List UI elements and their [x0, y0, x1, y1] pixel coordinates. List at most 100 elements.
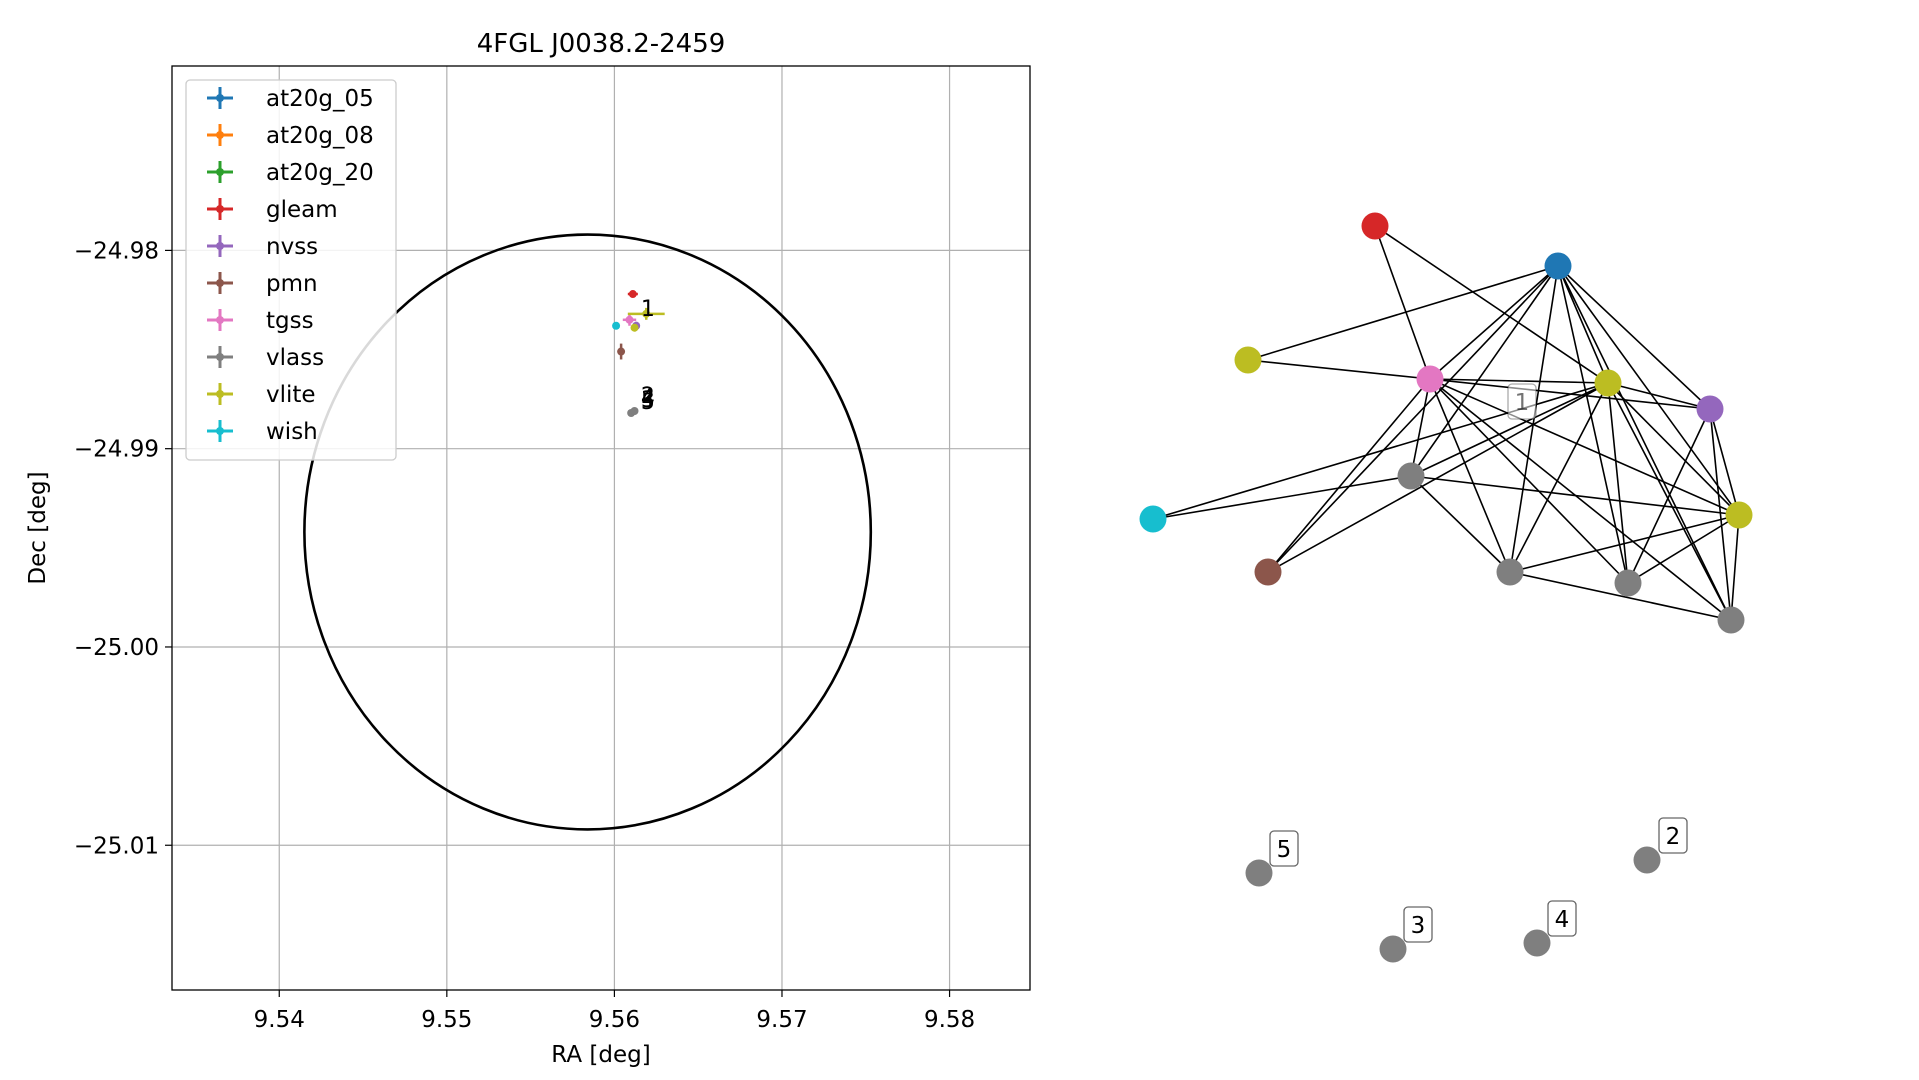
point-tgss: [622, 313, 637, 326]
y-tick-label: −25.00: [74, 635, 159, 661]
network-edge: [1557, 265, 1711, 410]
data-points: [612, 290, 665, 417]
legend-entry: gleam: [207, 197, 338, 223]
legend-entry: at20g_05: [207, 86, 374, 112]
plot-title: 4FGL J0038.2-2459: [477, 29, 726, 59]
network-node-at20g: [1544, 252, 1572, 280]
network-edge: [1509, 571, 1732, 621]
annotation-label: 1: [641, 297, 655, 322]
network-edge: [1557, 265, 1732, 621]
network-edge: [1374, 225, 1609, 384]
legend-entry: wish: [207, 419, 318, 445]
network-edge: [1627, 514, 1740, 584]
network-node-label: 4: [1547, 900, 1577, 937]
network-edges: [1152, 225, 1740, 621]
network-node-label: 3: [1403, 906, 1433, 943]
network-node-gleam: [1361, 212, 1389, 240]
legend-entry: vlite: [207, 382, 316, 408]
label-text: 5: [1277, 837, 1292, 863]
y-tick-label: −24.99: [74, 437, 159, 463]
legend-label: at20g_05: [266, 86, 374, 112]
network-node-vlass_b: [1496, 558, 1524, 586]
network-node-label: 5: [1269, 830, 1299, 867]
legend-entry: tgss: [207, 308, 314, 334]
network-edge: [1429, 265, 1559, 380]
x-ticks: 9.54 9.55 9.56 9.57 9.58: [254, 990, 975, 1033]
network-node-vlass_c: [1614, 569, 1642, 597]
network-node-iso5: [1245, 859, 1273, 887]
legend-entry: at20g_08: [207, 123, 374, 149]
network-edge: [1410, 378, 1431, 477]
network-edge: [1247, 359, 1431, 380]
error-circle: [303, 233, 873, 831]
label-text: 3: [1411, 913, 1426, 939]
annotation-label: 2: [641, 384, 655, 409]
network-edge: [1410, 475, 1740, 516]
legend-entry: nvss: [207, 234, 318, 260]
network-edge: [1429, 378, 1511, 573]
network-edge: [1267, 265, 1559, 573]
label-text: 1: [1515, 390, 1530, 416]
point-pmn: [617, 343, 626, 360]
network-edge: [1709, 408, 1740, 516]
network-edge: [1509, 382, 1609, 573]
annotation-label: 4: [641, 386, 655, 411]
network-node-vlite_b: [1594, 369, 1622, 397]
match-network-graph: 1 2 3 4 5: [1139, 212, 1753, 963]
label-text: 2: [1666, 824, 1681, 850]
legend-label: vlite: [266, 382, 316, 408]
annotation-label: 3: [641, 388, 655, 413]
x-tick-label: 9.56: [589, 1007, 640, 1033]
network-node-vlite_a: [1234, 346, 1262, 374]
y-tick-label: −24.98: [74, 238, 159, 264]
network-edge: [1410, 382, 1609, 477]
network-edge: [1429, 378, 1609, 384]
legend-label: gleam: [266, 197, 338, 223]
network-node-pmn: [1254, 558, 1282, 586]
network-edge: [1152, 475, 1412, 520]
network-labels: 1 2 3 4 5: [1269, 383, 1688, 943]
network-edge: [1557, 265, 1629, 584]
network-edge: [1607, 382, 1629, 584]
network-edge: [1607, 382, 1732, 621]
network-node-iso4: [1523, 929, 1551, 957]
network-edge: [1627, 408, 1711, 584]
network-node-tgss: [1416, 365, 1444, 393]
network-edge: [1410, 475, 1511, 573]
legend-label: nvss: [266, 234, 318, 260]
legend-label: wish: [266, 419, 318, 445]
network-node-vlass_a: [1397, 462, 1425, 490]
network-edge: [1429, 378, 1732, 621]
network-node-nvss: [1696, 395, 1724, 423]
network-edge: [1374, 225, 1431, 380]
plot-frame: [171, 65, 1031, 991]
localization-circle: [303, 233, 873, 831]
network-edge: [1152, 382, 1609, 520]
network-edge: [1509, 514, 1740, 573]
x-tick-label: 9.55: [421, 1007, 472, 1033]
network-nodes: [1139, 212, 1753, 963]
network-node-label: 2: [1658, 817, 1688, 854]
y-ticks: −24.98 −24.99 −25.00 −25.01: [74, 238, 172, 859]
network-node-vlass_d: [1717, 606, 1745, 634]
y-axis-label: Dec [deg]: [25, 471, 51, 584]
network-edge: [1410, 265, 1559, 477]
network-node-iso2: [1633, 846, 1661, 874]
x-tick-label: 9.58: [924, 1007, 975, 1033]
point-wish: [612, 321, 621, 330]
legend-entry: at20g_20: [207, 160, 374, 186]
network-node-iso3: [1379, 935, 1407, 963]
annotation-label: 5: [641, 390, 655, 415]
network-edge: [1509, 265, 1559, 573]
network-edge: [1607, 382, 1740, 516]
label-text: 4: [1555, 907, 1570, 933]
network-node-wish: [1139, 505, 1167, 533]
x-tick-label: 9.54: [254, 1007, 305, 1033]
network-edge: [1247, 265, 1559, 361]
network-edge: [1267, 382, 1609, 573]
legend-entry: pmn: [207, 271, 318, 297]
